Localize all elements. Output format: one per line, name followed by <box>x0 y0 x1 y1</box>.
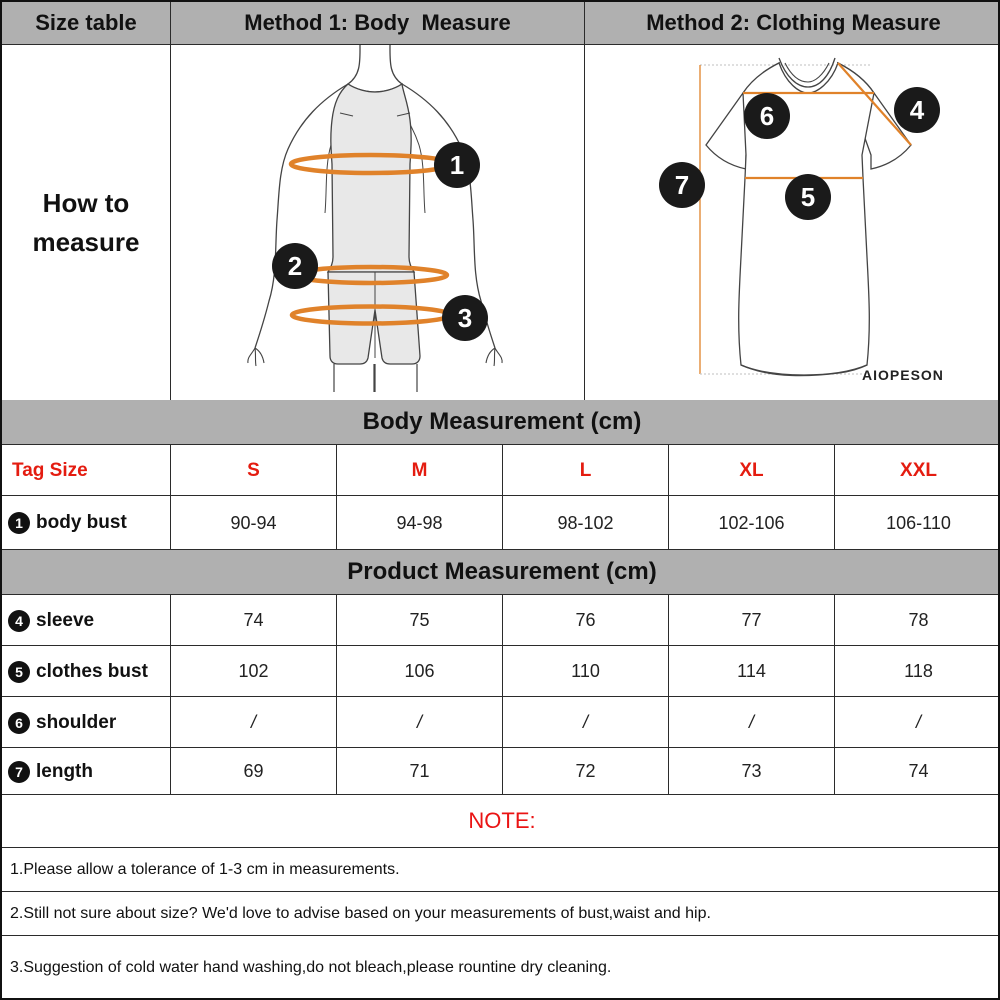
svg-text:AIOPESON: AIOPESON <box>862 367 944 383</box>
